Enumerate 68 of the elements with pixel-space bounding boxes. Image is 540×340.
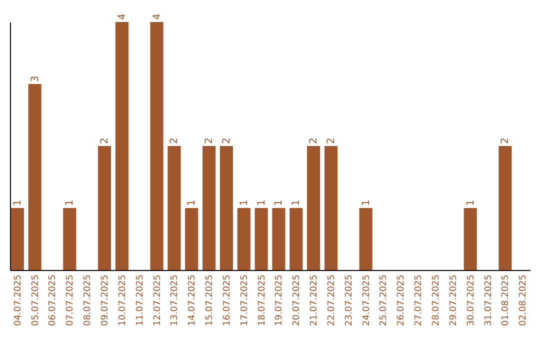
x-tick-label: 04.07.2025	[13, 274, 24, 326]
x-tick-label: 25.07.2025	[379, 274, 390, 326]
bar	[220, 146, 233, 270]
data-label: 4	[152, 14, 163, 20]
bar	[464, 208, 477, 270]
x-tick-label: 29.07.2025	[448, 274, 459, 326]
x-tick-label: 15.07.2025	[205, 274, 216, 326]
bar	[272, 208, 286, 270]
x-tick-label: 07.07.2025	[66, 274, 76, 326]
bar	[290, 208, 303, 270]
x-tick-label: 02.08.2025	[518, 274, 529, 326]
bar	[28, 84, 42, 270]
bar	[202, 146, 216, 270]
x-tick-label: 08.07.2025	[83, 274, 94, 326]
data-label: 4	[116, 14, 128, 20]
data-label: 2	[500, 138, 512, 144]
data-label: 2	[326, 138, 337, 144]
x-tick-label: 16.07.2025	[222, 274, 232, 326]
data-label: 2	[100, 138, 111, 144]
x-tick-label: 24.07.2025	[362, 274, 372, 326]
x-tick-label: 10.07.2025	[118, 274, 128, 326]
bar	[115, 22, 128, 270]
bar	[498, 146, 512, 270]
bar	[168, 146, 181, 270]
x-tick-label: 13.07.2025	[170, 274, 180, 326]
bar	[359, 208, 372, 270]
data-label: 2	[221, 138, 232, 144]
x-tick-label: 17.07.2025	[240, 274, 250, 326]
x-tick-label: 12.07.2025	[152, 274, 163, 326]
x-tick-label: 05.07.2025	[30, 274, 41, 326]
x-tick-label: 26.07.2025	[396, 274, 407, 326]
x-tick-label: 19.07.2025	[274, 274, 285, 326]
data-label: 1	[274, 200, 285, 206]
data-label: 1	[256, 200, 268, 206]
x-tick-label: 31.07.2025	[484, 274, 494, 326]
x-tick-label: 23.07.2025	[344, 274, 354, 326]
data-label: 1	[291, 200, 302, 206]
x-tick-label: 20.07.2025	[292, 274, 302, 326]
data-label: 1	[360, 200, 372, 206]
data-label: 2	[204, 138, 216, 144]
x-tick-label: 30.07.2025	[466, 274, 476, 326]
x-tick-label: 22.07.2025	[326, 274, 337, 326]
bar	[254, 208, 268, 270]
data-label: 1	[186, 200, 198, 206]
bar	[150, 22, 164, 270]
x-tick-label: 18.07.2025	[257, 274, 268, 326]
x-tick-label: 09.07.2025	[100, 274, 111, 326]
data-label: 1	[12, 200, 24, 206]
bar	[10, 208, 24, 270]
x-tick-label: 27.07.2025	[414, 274, 424, 326]
bar	[324, 146, 338, 270]
x-tick-label: 21.07.2025	[310, 274, 320, 326]
bar	[98, 146, 112, 270]
data-label: 1	[465, 200, 476, 206]
data-label: 3	[30, 76, 41, 82]
bar	[307, 146, 320, 270]
data-label: 2	[169, 138, 180, 144]
bar	[237, 208, 250, 270]
data-label: 1	[64, 200, 76, 206]
bar	[185, 208, 198, 270]
x-tick-label: 01.08.2025	[501, 274, 512, 326]
bar	[63, 208, 76, 270]
x-tick-label: 28.07.2025	[431, 274, 442, 326]
x-tick-label: 14.07.2025	[188, 274, 198, 326]
data-label: 2	[308, 138, 320, 144]
x-tick-label: 06.07.2025	[48, 274, 58, 326]
x-tick-label: 11.07.2025	[135, 274, 146, 326]
data-label: 1	[238, 200, 250, 206]
